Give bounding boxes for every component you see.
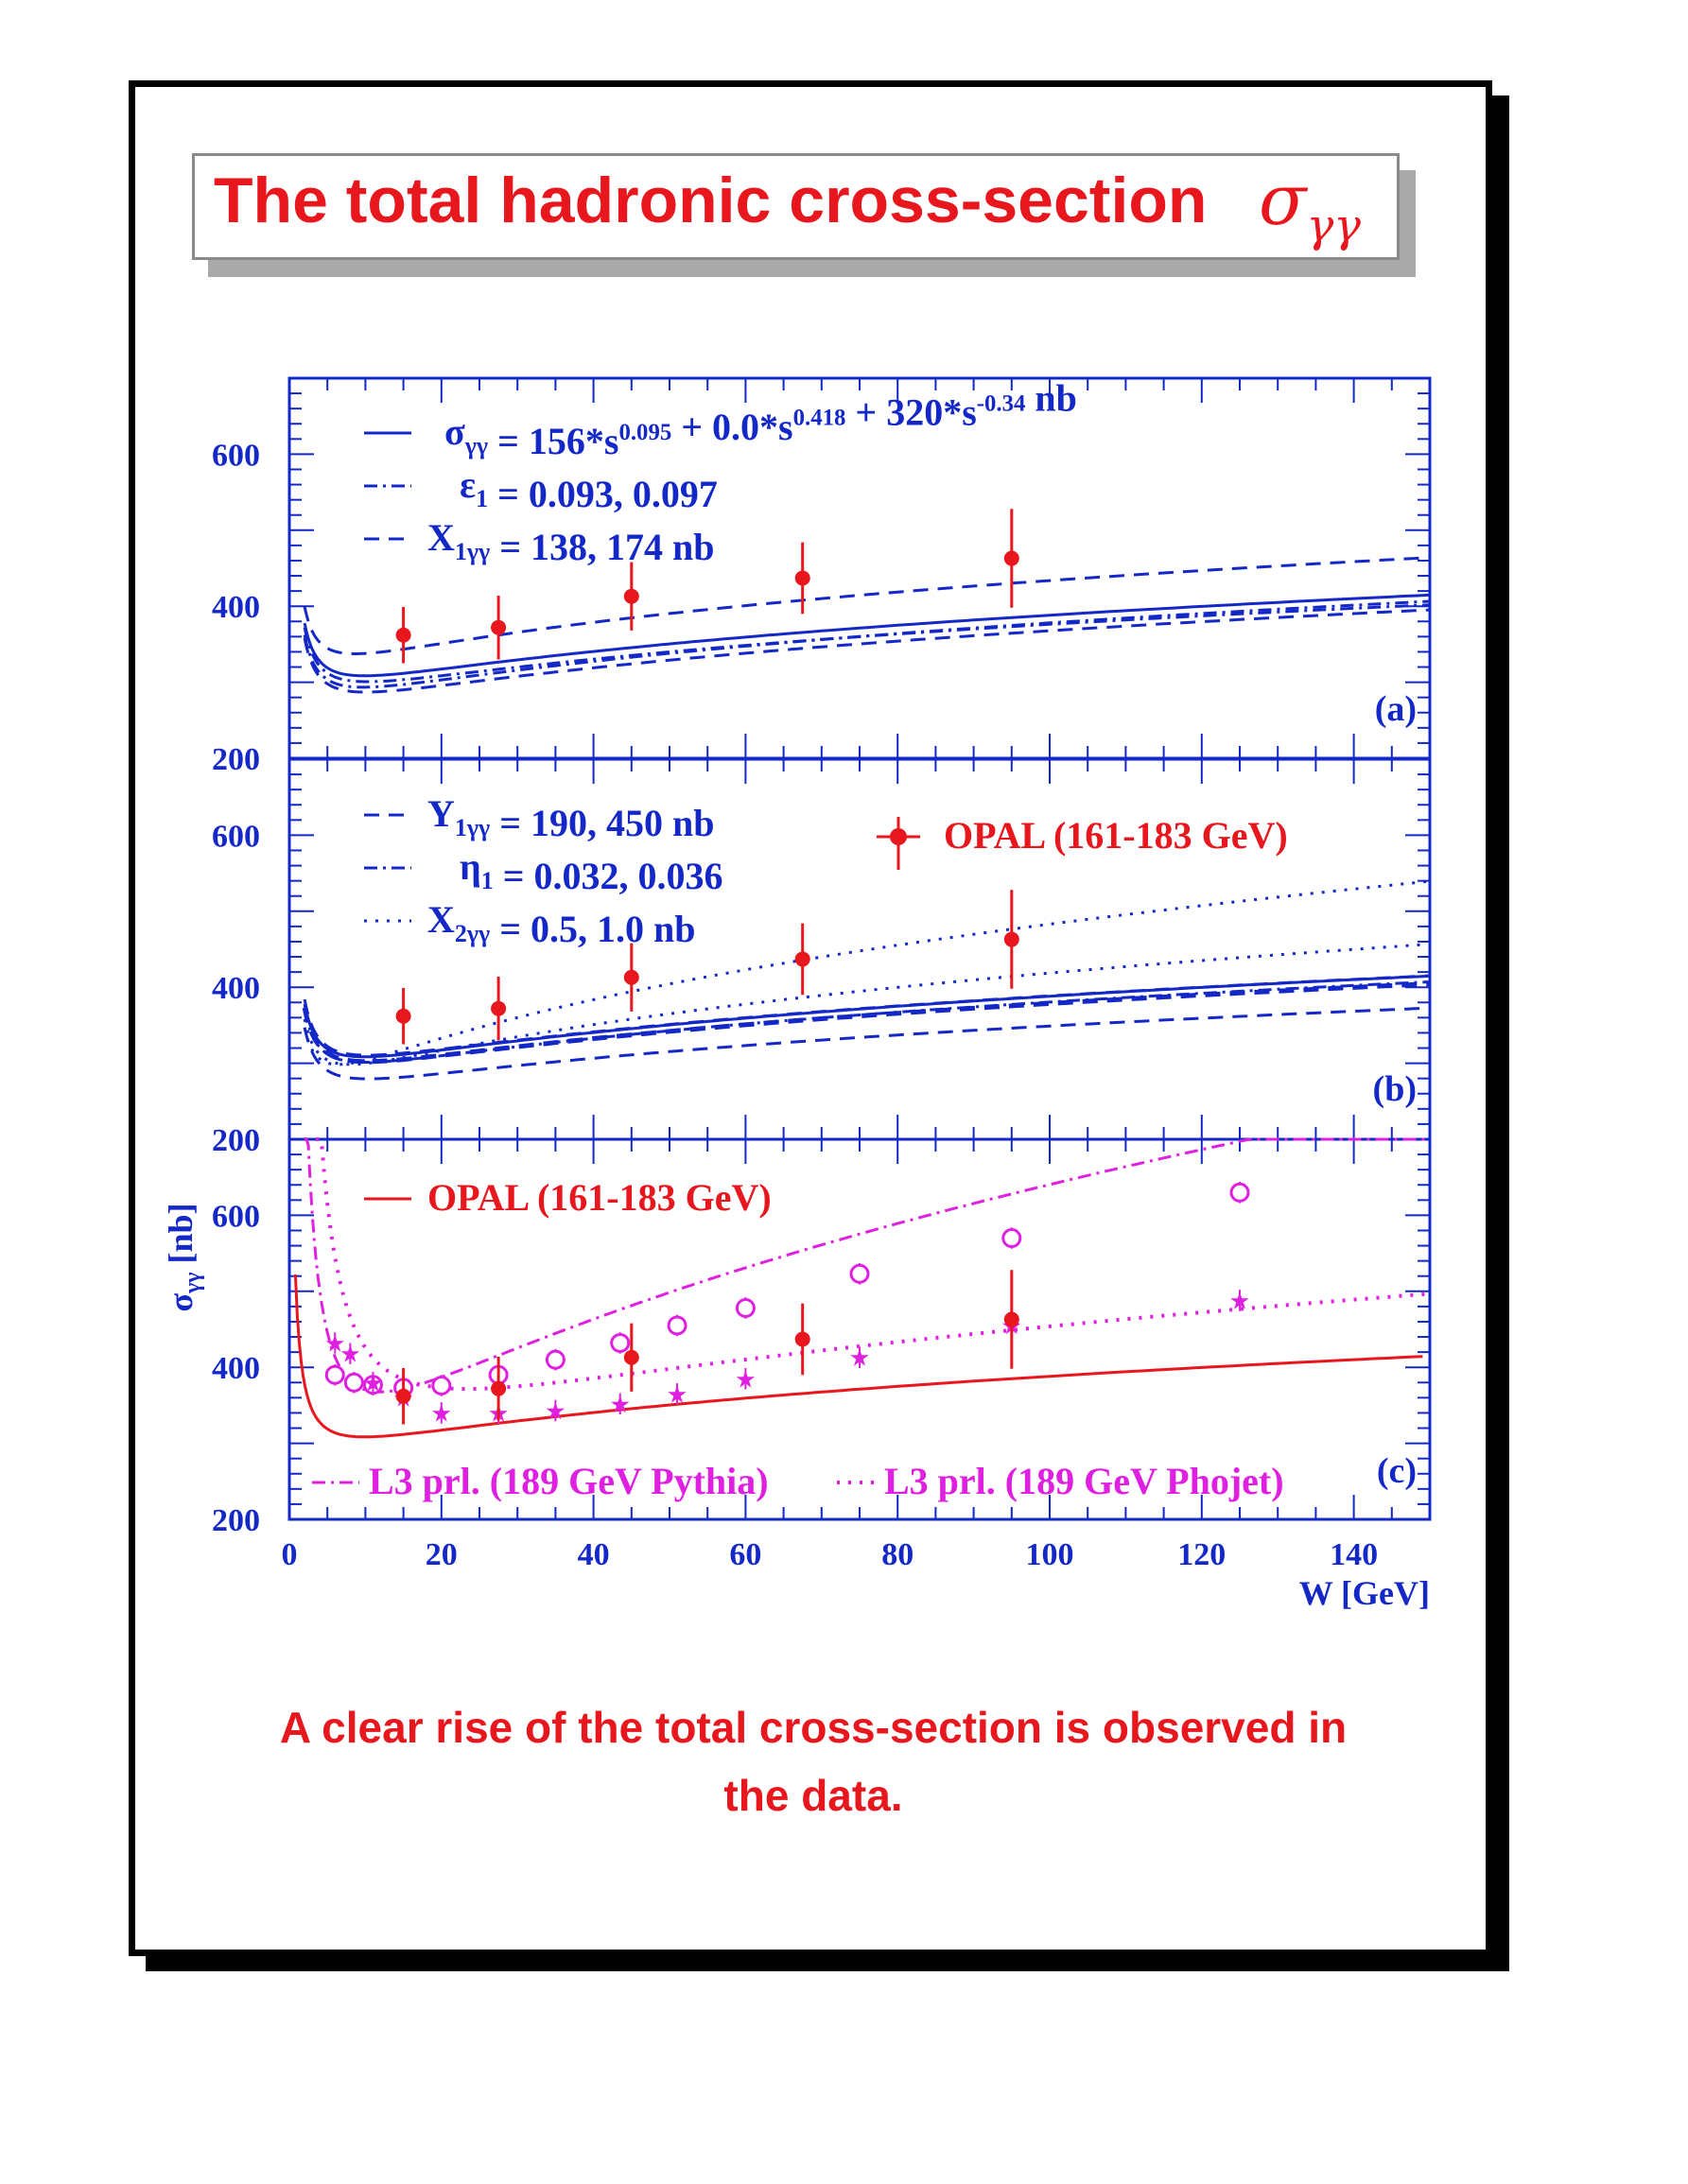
l3-phojet-point: ★ (340, 1343, 359, 1366)
l3-pythia-point (431, 1375, 452, 1395)
x-tick-label: 0 (282, 1537, 298, 1572)
l3-pythia-point (667, 1315, 687, 1336)
y-tick-label: 200 (212, 1123, 260, 1158)
panel-label-c: (c) (1377, 1451, 1417, 1491)
l3-phojet-point: ★ (611, 1393, 630, 1416)
panel-c-opal-point (1003, 1311, 1019, 1327)
curve-b-y-low (302, 981, 1431, 1065)
l3-pythia-point (324, 1364, 345, 1385)
legend-c-opal-fit: OPAL (161-183 GeV) (427, 1176, 772, 1219)
curve-b-eta (303, 980, 1431, 1064)
panel-a-opal-point (623, 588, 639, 604)
l3-pythia-point (343, 1372, 364, 1393)
l3-pythia-point (610, 1332, 631, 1353)
y-tick-label: 600 (212, 438, 260, 473)
x-tick-label: 60 (729, 1537, 761, 1572)
l3-phojet-point: ★ (547, 1399, 566, 1423)
panel-b-opal-point (491, 1000, 507, 1016)
curve-a-central (303, 593, 1431, 678)
l3-pythia-point (1001, 1228, 1022, 1249)
panel-b-opal-point (623, 969, 639, 985)
legend-a-2: ε1 = 0.093, 0.097 (460, 463, 718, 515)
y-tick-label: 400 (212, 1351, 260, 1386)
panel-label-a: (a) (1375, 689, 1417, 729)
title-symbol: σγγ (1259, 160, 1361, 252)
l3-pythia-point (849, 1263, 870, 1284)
title-sigma: σ (1259, 160, 1307, 241)
panel-a-opal-point (1003, 550, 1019, 566)
legend-c-pythia: L3 prl. (189 GeV Pythia) (369, 1460, 769, 1502)
y-tick-label: 400 (212, 971, 260, 1006)
legend-b-opal-marker (890, 828, 907, 845)
legend-c-phojet: L3 prl. (189 GeV Phojet) (884, 1460, 1284, 1502)
l3-phojet-point: ★ (668, 1382, 687, 1406)
x-tick-label: 140 (1330, 1537, 1378, 1572)
y-axis-label: σγγ [nb] (162, 1203, 205, 1311)
curve-b-y-high (303, 974, 1431, 1057)
curve-b-y-lower (303, 1006, 1431, 1081)
panel-a-opal-point (491, 619, 507, 635)
panel-b-opal-point (794, 951, 810, 967)
curve-a-x-high (303, 556, 1431, 655)
page-title: The total hadronic cross-section (214, 165, 1208, 236)
curve-a-x-low (303, 608, 1431, 694)
x-tick-label: 80 (881, 1537, 914, 1572)
slide-frame (129, 80, 1492, 1956)
legend-a-1: σγγ = 156*s0.095 + 0.0*s0.418 + 320*s-0.… (444, 376, 1077, 462)
l3-phojet-point: ★ (737, 1367, 756, 1391)
y-tick-label: 600 (212, 1199, 260, 1234)
curve-a-eps-high (303, 599, 1431, 689)
l3-phojet-point: ★ (432, 1401, 451, 1425)
legend-b-3: X2γγ = 0.5, 1.0 nb (427, 898, 696, 950)
legend-b-1: Y1γγ = 190, 450 nb (427, 792, 715, 844)
legend-b-opal-label: OPAL (161-183 GeV) (944, 814, 1288, 857)
legend-b-2: η1 = 0.032, 0.036 (460, 845, 723, 897)
y-tick-label: 200 (212, 1503, 260, 1538)
caption-line-1: A clear rise of the total cross-section … (279, 1703, 1348, 1752)
y-tick-label: 400 (212, 590, 260, 625)
l3-phojet-point: ★ (325, 1331, 344, 1355)
panel-a-opal-point (794, 570, 810, 586)
panel-c-opal-point (794, 1331, 810, 1347)
x-tick-label: 20 (426, 1537, 458, 1572)
x-tick-label: 120 (1177, 1537, 1226, 1572)
y-tick-label: 200 (212, 742, 260, 777)
x-tick-label: 100 (1026, 1537, 1074, 1572)
panel-b-opal-point (395, 1008, 411, 1024)
curve-c-l3-pythia (305, 1137, 1430, 1394)
legend-a-3: X1γγ = 138, 174 nb (427, 516, 715, 568)
l3-phojet-point: ★ (850, 1346, 869, 1370)
panel-c-opal-point (395, 1388, 411, 1404)
l3-pythia-point (1229, 1182, 1250, 1203)
x-tick-label: 40 (578, 1537, 610, 1572)
panel-a-opal-point (395, 627, 411, 643)
title-sigma-subscript: γγ (1306, 199, 1361, 252)
panel-label-b: (b) (1373, 1069, 1417, 1109)
l3-phojet-point: ★ (364, 1371, 383, 1395)
title-box: The total hadronic cross-section σγγ (192, 153, 1400, 260)
l3-pythia-point (735, 1297, 756, 1318)
panel-c-opal-point (491, 1380, 507, 1396)
l3-phojet-point: ★ (1230, 1289, 1249, 1312)
curve-c-opal-fit (293, 1274, 1423, 1439)
panel-b-opal-point (1003, 931, 1019, 947)
x-axis-label: W [GeV] (1299, 1574, 1430, 1612)
curve-b-x2-low (303, 943, 1431, 1066)
y-tick-label: 600 (212, 819, 260, 854)
l3-pythia-point (545, 1349, 566, 1370)
curve-a-eps-low (303, 603, 1431, 684)
caption-line-2: the data. (723, 1771, 903, 1820)
panel-c-opal-point (623, 1349, 639, 1365)
